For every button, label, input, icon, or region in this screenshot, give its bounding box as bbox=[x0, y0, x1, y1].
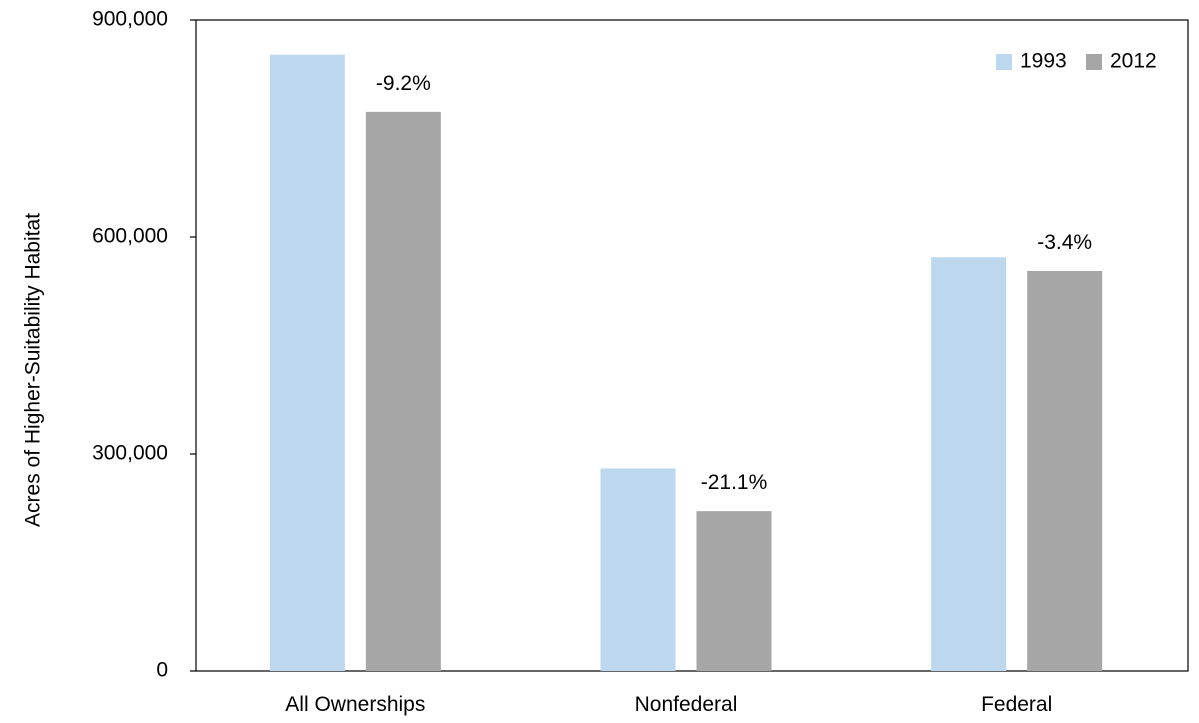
bar-2012-nonfederal bbox=[696, 511, 772, 671]
legend-swatch-2012 bbox=[1086, 54, 1102, 70]
bar-1993-federal bbox=[931, 257, 1007, 671]
y-tick-label: 300,000 bbox=[92, 442, 168, 465]
y-tick-label: 900,000 bbox=[92, 8, 168, 31]
bar-2012-all-ownerships bbox=[365, 111, 441, 671]
legend-label-1993: 1993 bbox=[1020, 50, 1067, 73]
plot-frame bbox=[195, 19, 1189, 672]
bar-2012-federal bbox=[1027, 270, 1103, 671]
x-tick-label: Nonfederal bbox=[635, 693, 738, 716]
bar-1993-all-ownerships bbox=[269, 54, 345, 672]
data-label: -3.4% bbox=[1037, 231, 1092, 254]
x-tick-label: All Ownerships bbox=[285, 693, 425, 716]
y-axis-title: Acres of Higher-Suitability Habitat bbox=[22, 213, 45, 527]
y-tick-label: 600,000 bbox=[92, 225, 168, 248]
data-label: -21.1% bbox=[701, 471, 768, 494]
x-tick-label: Federal bbox=[981, 693, 1052, 716]
legend-label-2012: 2012 bbox=[1110, 50, 1157, 73]
data-label: -9.2% bbox=[376, 72, 431, 95]
y-tick-label: 0 bbox=[156, 659, 168, 682]
legend-swatch-1993 bbox=[996, 54, 1012, 70]
bar-1993-nonfederal bbox=[600, 468, 676, 671]
